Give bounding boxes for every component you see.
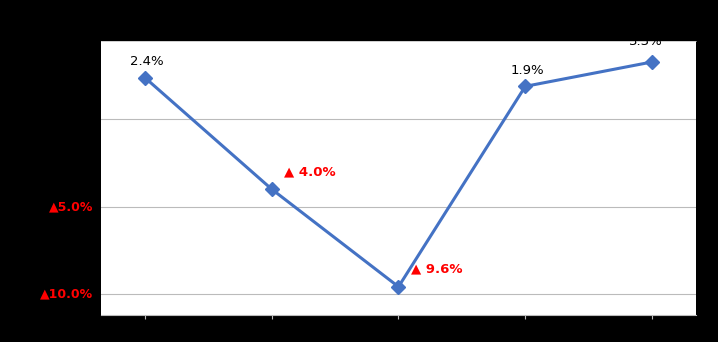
Text: 1.9%: 1.9% [510,64,544,77]
Text: ▲ 4.0%: ▲ 4.0% [284,166,336,179]
Text: ▲5.0%: ▲5.0% [50,200,93,213]
Text: 2.4%: 2.4% [130,55,163,68]
Text: 3.3%: 3.3% [629,35,663,48]
Text: ▲10.0%: ▲10.0% [40,287,93,300]
Text: ▲ 9.6%: ▲ 9.6% [411,262,462,275]
